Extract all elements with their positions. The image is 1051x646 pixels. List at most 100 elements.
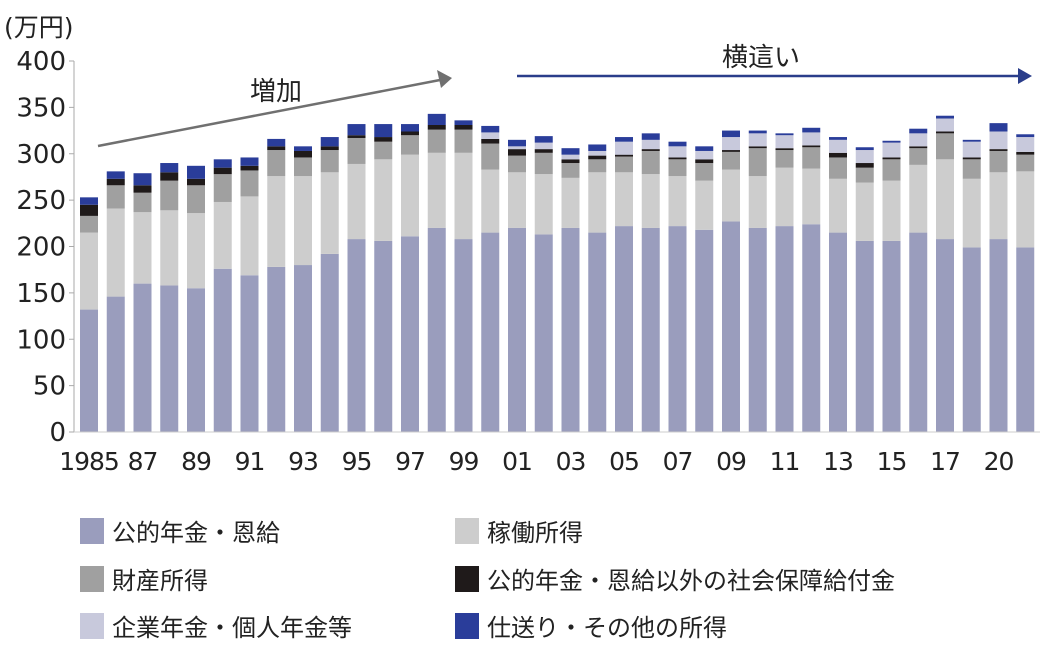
bar-segment (882, 180, 901, 241)
bar-segment (267, 146, 286, 151)
bar-segment (534, 142, 553, 150)
bar-segment (722, 130, 740, 138)
bar-segment (267, 138, 286, 147)
bar-segment (267, 150, 286, 177)
bar-segment (936, 239, 954, 432)
bar-segment (401, 154, 419, 237)
bar-segment (615, 156, 633, 173)
y-tick-label: 400 (16, 47, 66, 77)
bar-segment (936, 115, 954, 119)
bar-segment (561, 159, 580, 164)
bar-segment (481, 143, 500, 170)
bar-segment (534, 152, 553, 175)
legend-swatch (455, 565, 479, 592)
bar-segment (909, 232, 928, 432)
bar-segment (160, 285, 179, 432)
bar-segment (775, 133, 794, 136)
bar-segment (320, 150, 339, 173)
bar-segment (936, 118, 954, 132)
bar-segment (588, 150, 607, 156)
bar-segment (347, 135, 366, 138)
bar-segment (936, 131, 954, 134)
bar-segment (427, 129, 446, 153)
bar-segment (962, 139, 981, 142)
bar-segment (187, 213, 205, 289)
bar-segment (374, 240, 393, 432)
bar-segment (374, 141, 393, 160)
bar-segment (909, 128, 928, 134)
bar-segment (722, 150, 740, 152)
bar-segment (695, 150, 714, 160)
bar-segment (829, 178, 847, 233)
bar-segment (722, 221, 740, 432)
bar-segment (320, 253, 339, 432)
bar-segment (909, 148, 928, 165)
x-tick-label: 01 (502, 447, 532, 476)
y-axis-unit: (万円) (4, 13, 74, 42)
bar-segment (695, 180, 714, 230)
legend-swatch (80, 517, 104, 544)
bar-segment (1016, 154, 1035, 172)
bar-segment (989, 149, 1008, 151)
legend-label: 仕送り・その他の所得 (487, 614, 727, 642)
bar-segment (962, 247, 981, 432)
bar-segment (1016, 134, 1035, 138)
bar-segment (561, 163, 580, 178)
bar-segment (802, 132, 821, 146)
bar-segment (481, 125, 500, 133)
bar-segment (401, 131, 419, 136)
bar-segment (106, 171, 125, 179)
x-tick-label: 93 (288, 447, 318, 476)
increase-arrow-head (437, 70, 452, 88)
bar-segment (615, 172, 633, 227)
bar-segment (481, 138, 500, 144)
bar-segment (695, 159, 714, 164)
bar-segment (294, 146, 312, 151)
bar-segment (748, 130, 767, 134)
legend-swatch (455, 612, 479, 639)
bar-segment (641, 149, 660, 151)
legend-swatch (455, 517, 479, 544)
bar-segment (641, 227, 660, 432)
bar-segment (454, 129, 473, 153)
y-tick-label: 300 (16, 140, 66, 170)
bar-segment (133, 192, 152, 213)
x-tick-label: 03 (556, 447, 586, 476)
legend-label: 稼働所得 (487, 519, 583, 547)
bar-segment (508, 172, 526, 228)
bar-segment (561, 154, 580, 160)
legend-item-other-social-security: 公的年金・恩給以外の社会保障給付金 (455, 561, 895, 596)
x-tick-label: 97 (395, 447, 425, 476)
bar-segment (454, 239, 473, 432)
bar-segment (829, 137, 847, 140)
bar-segment (936, 159, 954, 240)
bar-segment (80, 215, 98, 233)
bar-segment (508, 149, 526, 156)
bar-segment (187, 288, 205, 432)
bar-segment (775, 226, 794, 432)
bar-segment (615, 154, 633, 157)
bar-segment (454, 120, 473, 125)
bar-segment (374, 159, 393, 241)
bar-segment (829, 232, 847, 432)
bar-segment (294, 176, 312, 266)
y-tick-label: 350 (16, 93, 66, 123)
bar-segment (775, 167, 794, 227)
bar-segment (695, 229, 714, 432)
bar-segment (882, 159, 901, 181)
bar-segment (427, 124, 446, 130)
bar-segment (320, 146, 339, 151)
bar-segment (641, 139, 660, 150)
bar-segment (855, 163, 874, 168)
bar-segment (668, 146, 687, 158)
bar-segment (347, 137, 366, 164)
bar-segment (534, 174, 553, 235)
bar-segment (855, 240, 874, 432)
x-tick-label: 20 (984, 447, 1014, 476)
bar-segment (213, 167, 232, 175)
bar-segment (427, 227, 446, 432)
bar-segment (454, 152, 473, 240)
bar-segment (989, 150, 1008, 173)
bar-segment (561, 227, 580, 432)
x-tick-label: 13 (823, 447, 853, 476)
